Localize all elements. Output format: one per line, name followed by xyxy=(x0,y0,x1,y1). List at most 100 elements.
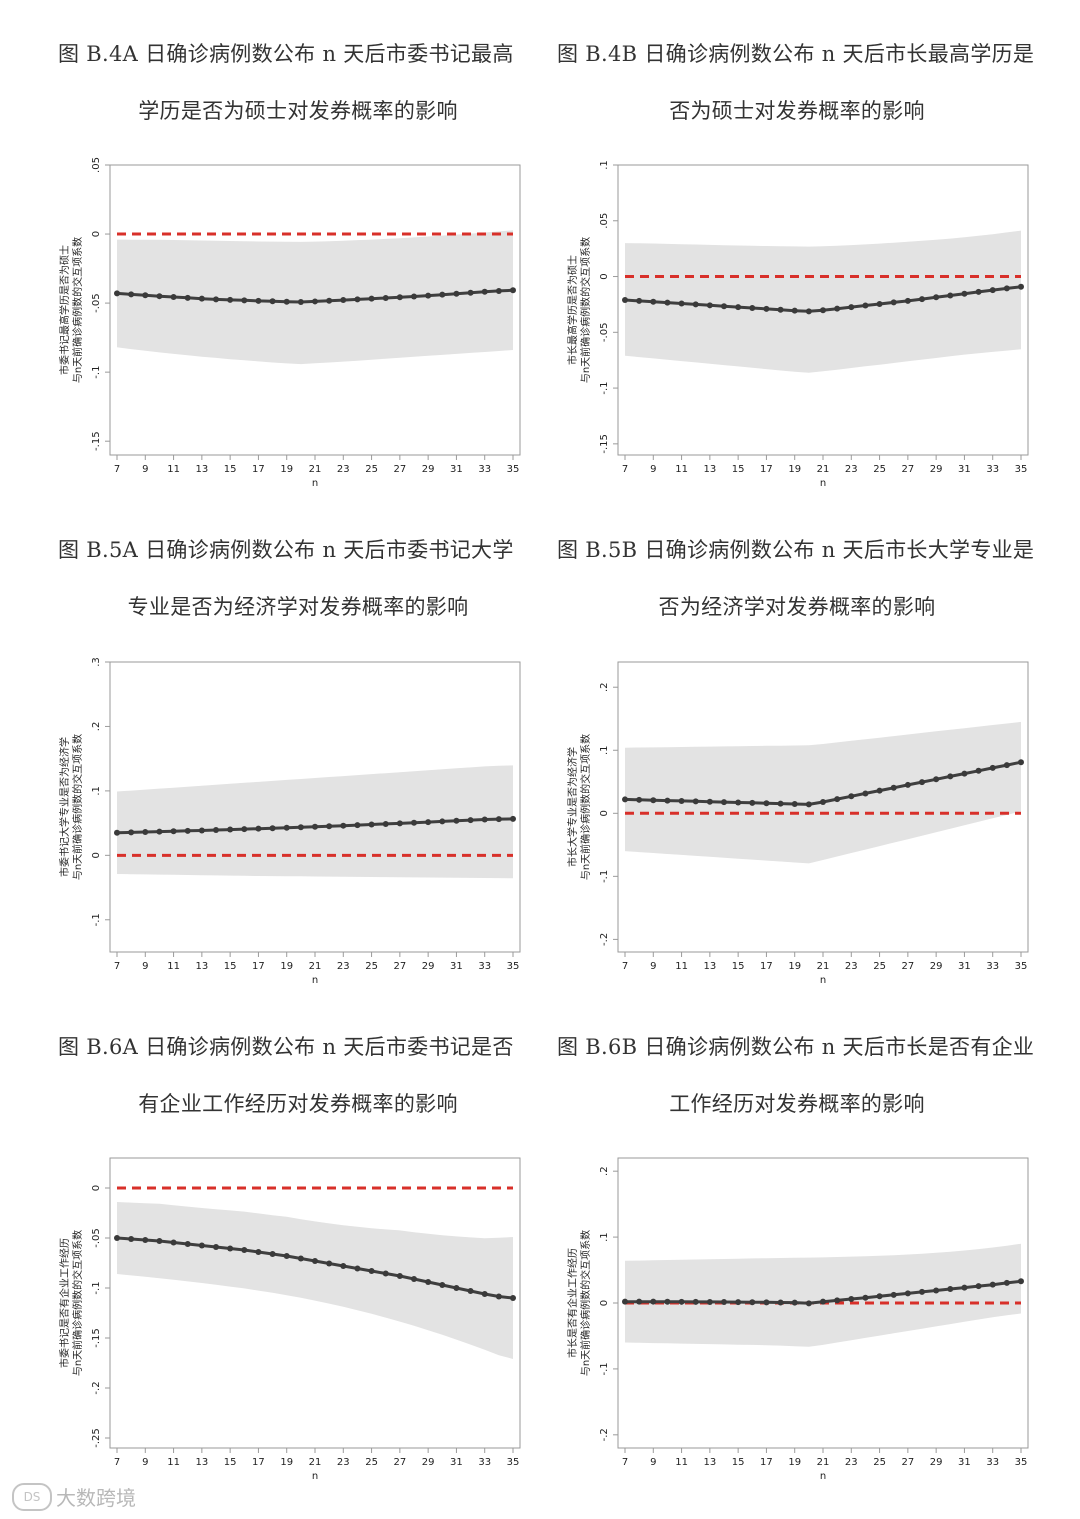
y-tick-label: 0 xyxy=(599,810,610,816)
y-tick-label: -.15 xyxy=(91,431,102,451)
x-tick-label: 29 xyxy=(422,961,435,972)
x-tick-label: 31 xyxy=(450,961,463,972)
coefficient-point xyxy=(453,1285,460,1291)
x-tick-label: 23 xyxy=(845,464,858,475)
coefficient-point xyxy=(142,829,149,836)
y-tick-label: -.1 xyxy=(91,1281,102,1294)
coefficient-point xyxy=(706,798,713,805)
y-tick-label: -.1 xyxy=(91,913,102,926)
y-tick-label: -.15 xyxy=(599,434,610,454)
x-tick-label: 13 xyxy=(195,961,208,972)
coefficient-point xyxy=(961,770,968,777)
coefficient-point xyxy=(820,798,826,805)
y-tick-label: -.1 xyxy=(599,870,610,883)
y-tick-label: .2 xyxy=(91,722,102,732)
y-tick-label: -.2 xyxy=(599,1428,610,1441)
coefficient-point xyxy=(890,1291,897,1298)
coefficient-point xyxy=(947,1286,954,1293)
coefficient-point xyxy=(227,826,234,833)
coefficient-point xyxy=(439,1282,446,1288)
coefficient-point xyxy=(636,1298,643,1305)
y-tick-label: -.05 xyxy=(91,293,102,313)
coefficient-point xyxy=(425,1279,432,1285)
coefficient-point xyxy=(227,296,234,303)
caption-line1: 图 B.4A 日确诊病例数公布 n 天后市委书记最高 xyxy=(58,42,514,66)
x-tick-label: 35 xyxy=(507,1457,520,1468)
x-tick-label: 35 xyxy=(507,464,520,475)
x-tick-label: 9 xyxy=(650,464,656,475)
coefficient-point xyxy=(777,800,784,807)
coefficient-point xyxy=(862,1294,869,1301)
x-tick-label: 21 xyxy=(309,961,322,972)
coefficient-point xyxy=(989,287,996,294)
x-tick-label: 9 xyxy=(650,961,656,972)
y-tick-label: .1 xyxy=(599,1232,610,1242)
coefficient-point xyxy=(975,1283,982,1290)
x-tick-label: 33 xyxy=(986,464,999,475)
y-tick-label: 0 xyxy=(91,852,102,858)
coefficient-point xyxy=(933,776,940,783)
x-tick-label: 9 xyxy=(142,464,148,475)
x-axis-label: n xyxy=(820,975,826,986)
chart-b5b: .2 .1 0 -.1 -.2 7 9 11 13 15 17 19 21 23 25 27 29 31 33 35 n… xyxy=(550,652,1040,1002)
coefficient-point xyxy=(326,297,333,304)
coefficient-point xyxy=(495,816,502,823)
confidence-band xyxy=(625,721,1021,864)
coefficient-point xyxy=(241,826,248,833)
coefficient-point xyxy=(1003,1279,1010,1286)
x-tick-label: 21 xyxy=(817,464,830,475)
coefficient-point xyxy=(1003,762,1010,769)
caption-line1: 图 B.6A 日确诊病例数公布 n 天后市委书记是否 xyxy=(58,1035,514,1059)
coefficient-point xyxy=(425,819,432,826)
caption-line1: 图 B.5A 日确诊病例数公布 n 天后市委书记大学 xyxy=(58,538,514,562)
coefficient-point xyxy=(283,824,290,831)
coefficient-point xyxy=(411,819,417,826)
caption-b4b: 图 B.4B 日确诊病例数公布 n 天后市长最高学历是 否为硕士对发券概率的影响 xyxy=(557,26,1037,140)
coefficient-point xyxy=(749,1299,756,1306)
coefficient-point xyxy=(142,1237,149,1243)
x-tick-label: 11 xyxy=(675,961,688,972)
coefficient-point xyxy=(820,1298,826,1305)
coefficient-point xyxy=(156,828,163,835)
coefficient-point xyxy=(297,824,304,831)
coefficient-point xyxy=(213,296,219,303)
x-axis-label: n xyxy=(820,478,826,489)
x-tick-label: 15 xyxy=(732,961,745,972)
coefficient-point xyxy=(114,829,120,836)
x-tick-label: 15 xyxy=(224,1457,237,1468)
coefficient-point xyxy=(297,298,304,305)
coefficient-point xyxy=(636,297,643,304)
x-axis-label: n xyxy=(312,1471,318,1482)
x-tick-label: 21 xyxy=(817,1457,830,1468)
coefficient-point xyxy=(862,302,869,309)
coefficient-point xyxy=(269,1251,276,1257)
y-axis-label-line2: 与n天前确诊病例数的交互项系数 xyxy=(579,734,592,880)
chart-b4b: .1 .05 0 -.05 -.1 -.15 7 9 11 13 15 17 19 21 23 25 27 29 3… xyxy=(550,155,1040,505)
chart-svg: .3 .2 .1 0 -.1 7 9 11 13 15 17 19 21 23 25 27 29 31 33 35 n 市… xyxy=(58,657,521,986)
y-axis-label-line2: 与n天前确诊病例数的交互项系数 xyxy=(579,1230,592,1376)
x-tick-label: 21 xyxy=(309,464,322,475)
coefficient-point xyxy=(326,823,333,830)
coefficient-point xyxy=(142,292,149,299)
x-tick-label: 23 xyxy=(845,961,858,972)
x-tick-label: 11 xyxy=(167,1457,180,1468)
coefficient-point xyxy=(763,800,770,807)
coefficient-point xyxy=(382,820,389,827)
x-tick-label: 33 xyxy=(478,961,491,972)
x-tick-label: 17 xyxy=(760,1457,773,1468)
coefficient-point xyxy=(735,799,742,806)
x-tick-label: 9 xyxy=(650,1457,656,1468)
coefficient-point xyxy=(904,1290,911,1297)
coefficient-point xyxy=(156,1238,163,1244)
y-tick-label: .1 xyxy=(91,786,102,796)
coefficient-point xyxy=(919,296,925,303)
x-tick-label: 25 xyxy=(365,464,378,475)
coefficient-point xyxy=(834,796,841,803)
coefficient-point xyxy=(933,1287,940,1294)
x-tick-label: 17 xyxy=(252,1457,265,1468)
coefficient-point xyxy=(919,1288,925,1295)
chart-svg: .05 0 -.05 -.1 -.15 7 9 11 13 15 17 19 21 23 25 27 29 31 3… xyxy=(58,157,521,489)
coefficient-point xyxy=(241,297,248,304)
coefficient-point xyxy=(678,300,685,307)
y-tick-label: -.25 xyxy=(91,1428,102,1448)
